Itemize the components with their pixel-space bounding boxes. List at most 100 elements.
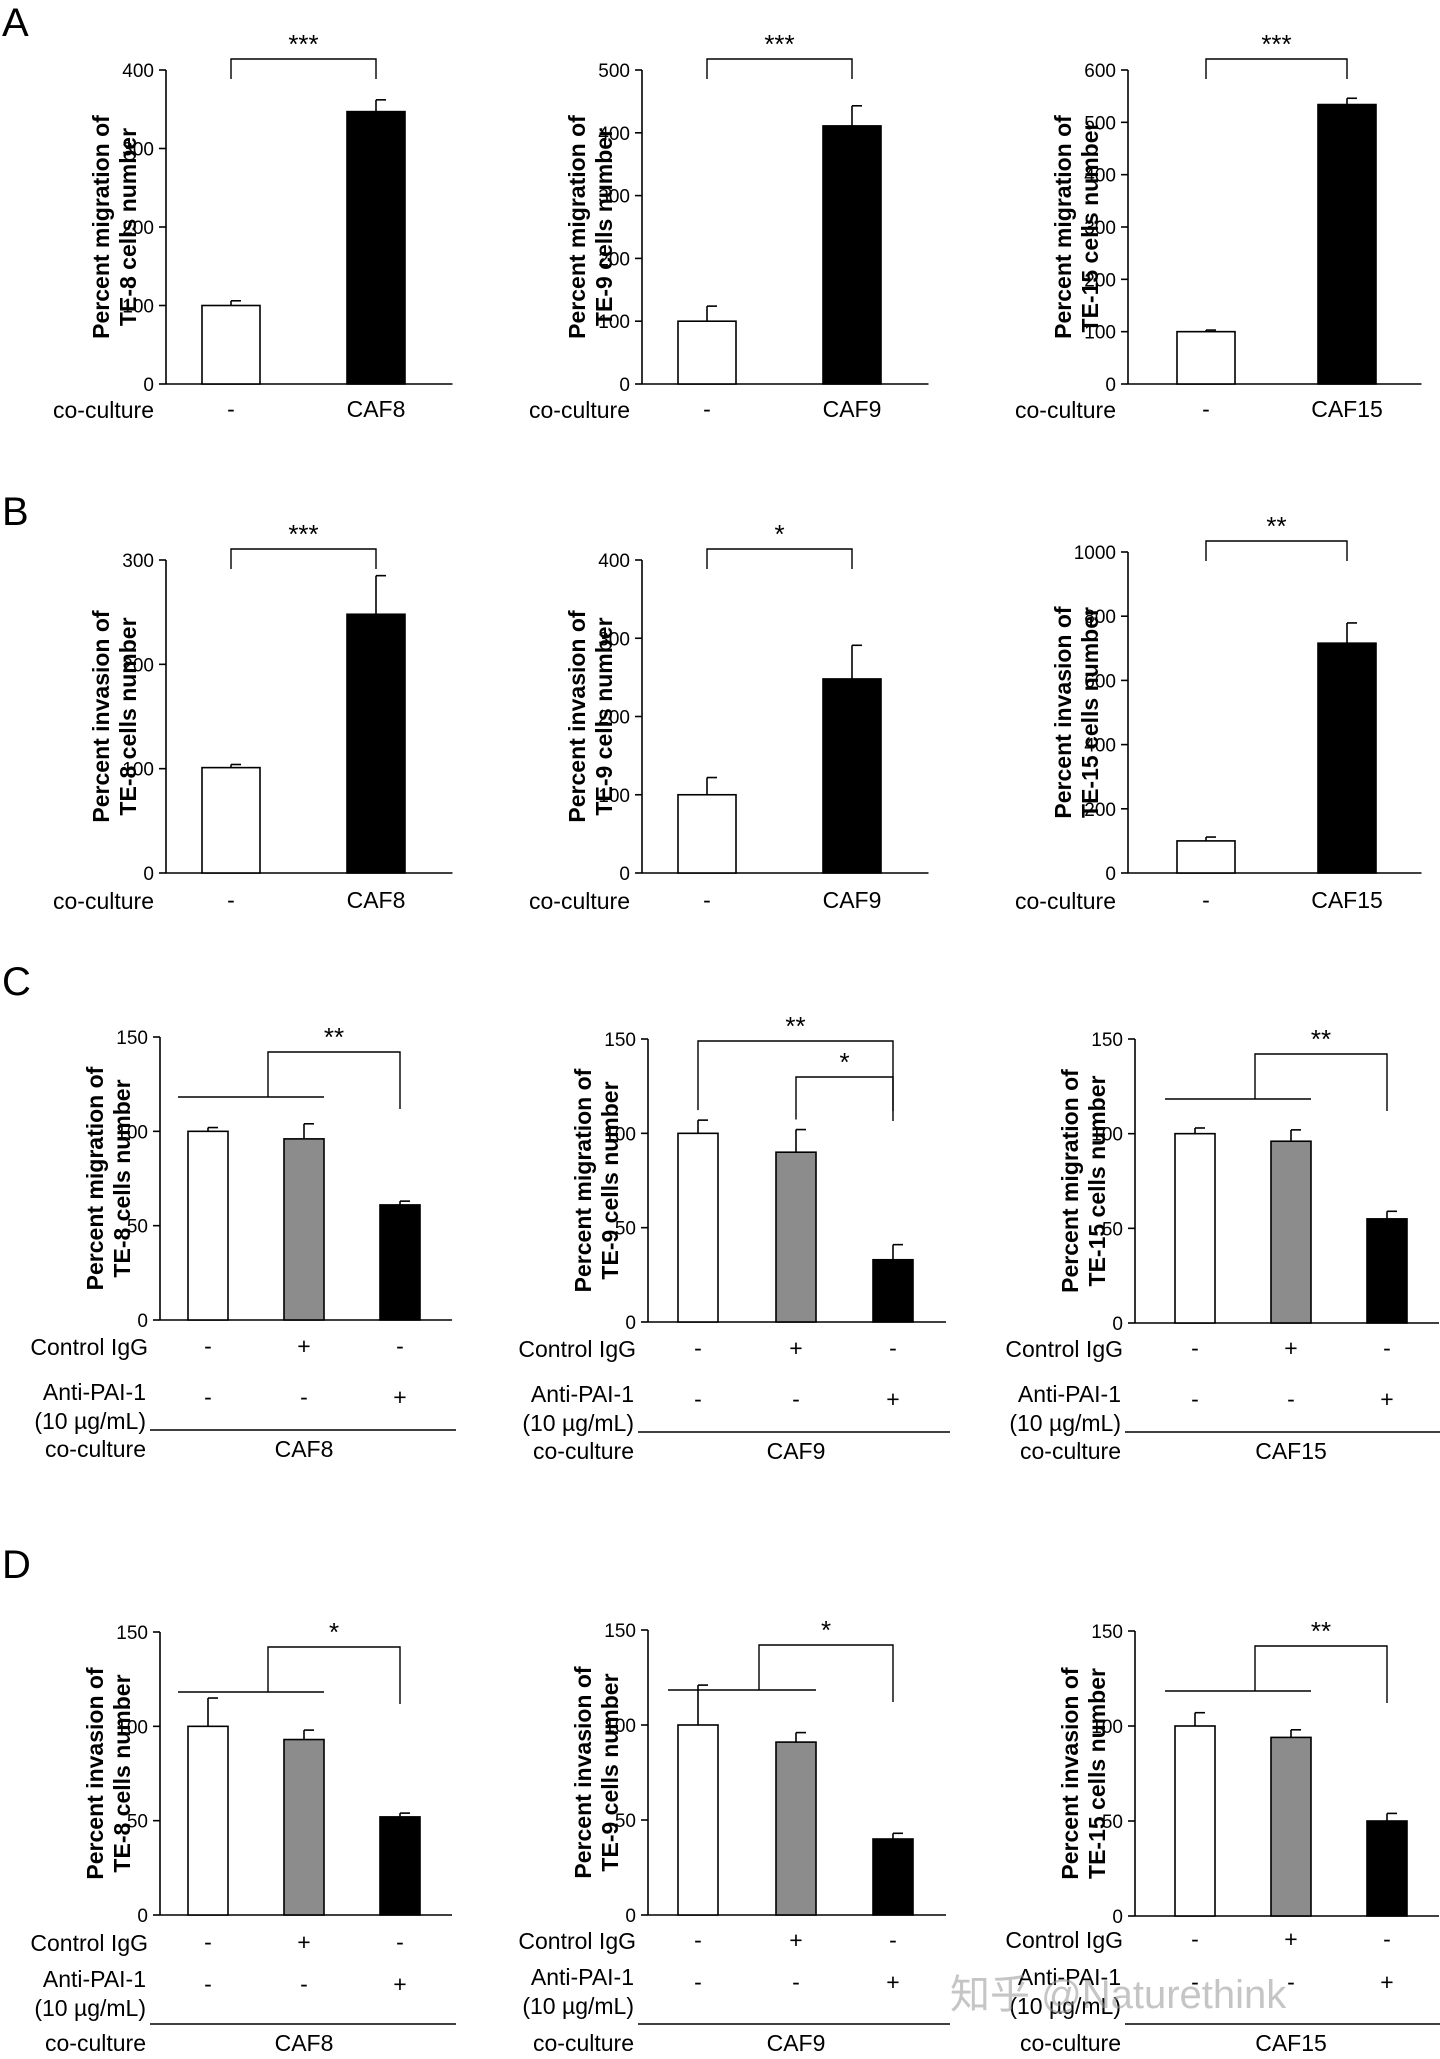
y-tick-label: 100 [1091, 1125, 1123, 1146]
y-tick-label: 0 [143, 864, 154, 885]
coculture-value: CAF9 [767, 2030, 826, 2056]
condition-value: + [1284, 1926, 1297, 1952]
bar [1366, 1820, 1408, 1917]
y-axis-label-line2: TE-8 cells number [115, 128, 141, 326]
y-tick-label: 1000 [1074, 543, 1116, 564]
y-tick-label: 0 [619, 375, 630, 396]
bar [379, 1204, 421, 1321]
y-tick-label: 50 [615, 1219, 636, 1240]
y-tick-label: 100 [1084, 323, 1116, 344]
bar [872, 1838, 914, 1916]
condition-row-label: Control IgG [30, 1334, 148, 1360]
condition-value: - [1383, 1926, 1391, 1952]
condition-value: - [1202, 887, 1210, 913]
y-axis-label-line2: TE-8 cells number [115, 617, 141, 815]
chart-d2: 0 50 100 150 Percent invasion of TE-9 cells n… [518, 1615, 950, 2056]
condition-value: + [789, 1335, 802, 1361]
condition-value: - [703, 887, 711, 913]
condition-value: CAF15 [1311, 887, 1383, 913]
condition-row-label: co-culture [1015, 397, 1116, 423]
condition-value: + [393, 1384, 406, 1410]
condition-value: CAF15 [1311, 396, 1383, 422]
significance-stars: *** [764, 29, 794, 59]
condition-row-label-unit: (10 µg/mL) [1009, 1410, 1121, 1436]
bar [1270, 1736, 1312, 1917]
condition-value: - [204, 1384, 212, 1410]
significance-stars: ** [1311, 1024, 1331, 1054]
coculture-label: co-culture [45, 1436, 146, 1462]
significance-stars: *** [1261, 29, 1291, 59]
condition-value: + [886, 1386, 899, 1412]
y-tick-label: 300 [122, 140, 154, 161]
bar [379, 1816, 421, 1916]
significance-stars: * [821, 1615, 831, 1645]
y-tick-label: 100 [116, 1122, 148, 1143]
y-axis-label-line2: TE-8 cells number [109, 1079, 135, 1277]
significance-bracket [758, 1644, 894, 1702]
y-axis-label-line1: Percent migration of [82, 1066, 108, 1290]
bar [201, 766, 261, 874]
condition-row-label: Anti-PAI-1 [531, 1381, 634, 1407]
y-tick-label: 600 [1084, 671, 1116, 692]
condition-value: + [789, 1927, 802, 1953]
y-tick-label: 150 [604, 1621, 636, 1642]
condition-row-label: Anti-PAI-1 [1018, 1381, 1121, 1407]
condition-row-label: Control IgG [518, 1928, 636, 1954]
y-tick-label: 50 [1102, 1219, 1123, 1240]
bar [1176, 840, 1236, 874]
y-tick-label: 0 [619, 864, 630, 885]
bar [283, 1138, 325, 1321]
panel-letter-b: B [2, 490, 29, 534]
y-tick-label: 600 [1084, 61, 1116, 82]
y-tick-label: 200 [1084, 800, 1116, 821]
significance-bracket [267, 1051, 401, 1109]
condition-row-label: Control IgG [1005, 1336, 1123, 1362]
y-tick-label: 500 [598, 61, 630, 82]
significance-bracket [706, 548, 853, 569]
significance-stars: ** [324, 1022, 344, 1052]
condition-row-label: Control IgG [1005, 1927, 1123, 1953]
condition-value: - [1191, 1386, 1199, 1412]
y-axis-label-line1: Percent migration of [1057, 1069, 1083, 1293]
condition-value: - [396, 1929, 404, 1955]
y-tick-label: 200 [598, 249, 630, 270]
y-axis-label-line1: Percent invasion of [1057, 1667, 1083, 1880]
condition-value: - [703, 396, 711, 422]
condition-value: - [1191, 1969, 1199, 1995]
condition-row-label: Anti-PAI-1 [43, 1966, 146, 1992]
y-tick-label: 150 [116, 1623, 148, 1644]
condition-value: - [227, 396, 235, 422]
chart-a2: 0 100 200 300 400 500 Percent migration of TE-9… [529, 29, 929, 423]
chart-d1: 0 50 100 150 Percent invasion of TE-8 cells n… [30, 1617, 456, 2056]
y-axis-label-line1: Percent invasion of [564, 610, 590, 823]
condition-row-label: co-culture [53, 397, 154, 423]
condition-row-label: Control IgG [30, 1930, 148, 1956]
y-axis-label-line1: Percent migration of [570, 1068, 596, 1292]
y-axis-label-line2: TE-9 cells number [597, 1673, 623, 1871]
y-axis-label-line2: TE-15 cells number [1084, 1076, 1110, 1287]
condition-value: - [889, 1927, 897, 1953]
y-tick-label: 400 [598, 124, 630, 145]
y-tick-label: 0 [137, 1311, 148, 1332]
condition-value: CAF8 [347, 887, 406, 913]
y-tick-label: 100 [598, 312, 630, 333]
condition-value: CAF9 [823, 887, 882, 913]
condition-value: + [297, 1333, 310, 1359]
y-axis-label-line1: Percent invasion of [82, 1667, 108, 1880]
y-tick-label: 400 [1084, 736, 1116, 757]
y-tick-label: 100 [604, 1716, 636, 1737]
condition-value: - [1383, 1335, 1391, 1361]
condition-row-label: co-culture [529, 888, 630, 914]
significance-stars: ** [1266, 511, 1286, 541]
condition-row-label-unit: (10 µg/mL) [34, 1995, 146, 2021]
coculture-value: CAF15 [1255, 2030, 1327, 2056]
y-tick-label: 100 [122, 297, 154, 318]
condition-row-label: Control IgG [518, 1336, 636, 1362]
y-tick-label: 50 [1102, 1812, 1123, 1833]
condition-value: - [227, 887, 235, 913]
y-axis-label-line1: Percent invasion of [88, 610, 114, 823]
significance-bracket [230, 58, 377, 79]
y-axis-label-line1: Percent invasion of [1050, 606, 1076, 819]
